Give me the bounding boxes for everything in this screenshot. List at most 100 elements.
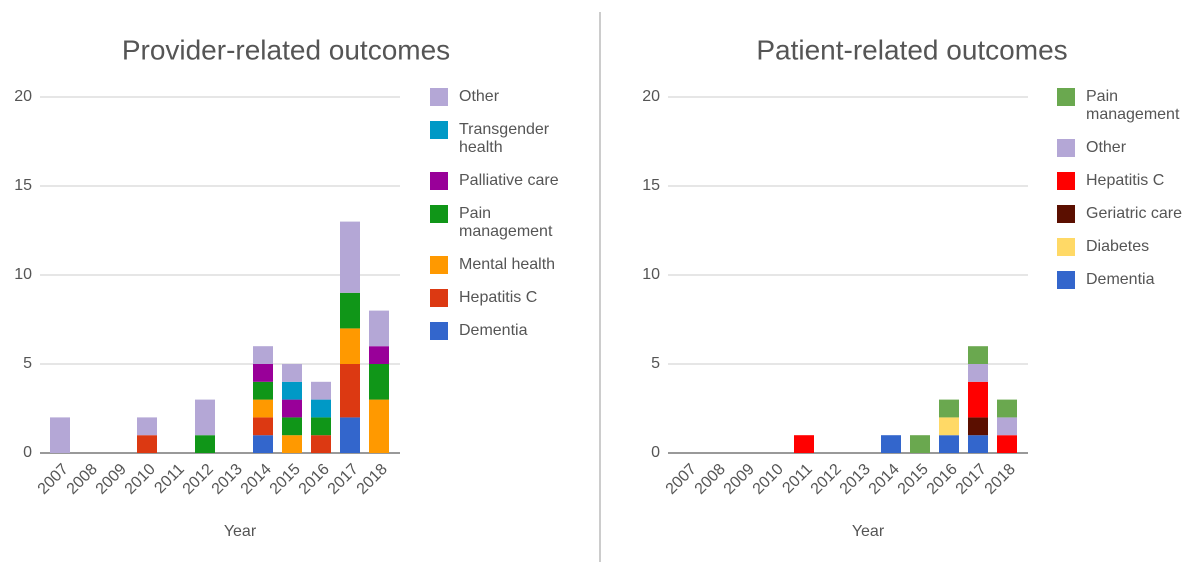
bar-segment [881,435,901,453]
bar-segment [282,435,302,453]
bar-segment [253,381,273,400]
x-tick-label: 2018 [982,461,1019,498]
legend-swatch [1057,205,1075,223]
bar-segment [340,221,360,293]
legend-swatch [430,322,448,340]
bar-segment [253,435,273,453]
x-tick-label: 2010 [750,461,787,498]
legend-swatch [1057,88,1075,106]
bar-segment [311,435,331,453]
bar-segment [137,435,157,453]
x-tick-label: 2014 [866,461,903,498]
x-tick-label: 2009 [721,461,758,498]
bar-segment [282,399,302,418]
bar-segment [939,435,959,453]
y-tick-label: 0 [651,444,660,461]
legend-swatch [430,289,448,307]
legend-label: Other [1086,139,1127,156]
legend-item: Pain management [1057,88,1194,124]
legend-label: Mental health [459,256,556,273]
bar-segment [968,364,988,382]
y-tick-label: 20 [642,88,660,105]
bar-segment [369,364,389,400]
bar-segment [910,435,930,453]
bar-segment [311,417,331,436]
x-tick-label: 2017 [953,461,990,498]
y-tick-label: 5 [23,355,32,372]
legend-item: Dementia [430,322,574,340]
bar-segment [282,364,302,382]
bar-segment [195,399,215,436]
legend-swatch [1057,271,1075,289]
legend-swatch [1057,139,1075,157]
bar-segment [997,435,1017,453]
chart-title: Patient-related outcomes [756,34,1067,65]
bar-segment [50,417,70,453]
x-tick-label: 2016 [924,461,961,498]
x-tick-label: 2008 [64,461,101,498]
legend-item: Transgender health [430,121,574,157]
x-tick-label: 2015 [895,461,932,498]
bar-segment [369,346,389,364]
x-tick-label: 2018 [354,461,391,498]
legend-swatch [430,256,448,274]
bar-segment [253,364,273,382]
legend-label: Pain management [1086,88,1180,123]
bar-segment [997,399,1017,418]
x-tick-label: 2011 [779,461,815,497]
bar-segment [939,399,959,418]
legend-label: Pain management [459,205,553,240]
legend-item: Hepatitis C [430,289,574,307]
bar-segment [968,435,988,453]
bar-segment [997,417,1017,436]
x-axis-label: Year [852,523,885,540]
legend-label: Hepatitis C [1086,172,1165,189]
x-tick-label: 2011 [151,461,187,497]
bar-segment [968,417,988,436]
bar-segment [253,346,273,364]
legend-swatch [430,172,448,190]
legend-item: Dementia [1057,271,1194,289]
x-tick-label: 2010 [122,461,159,498]
legend: Pain management Other Hepatitis C Geriatric… [1057,88,1194,289]
bar-segment [340,292,360,329]
x-tick-label: 2012 [808,461,845,498]
bar-segment [253,399,273,418]
x-tick-label: 2013 [837,461,874,498]
y-tick-label: 10 [14,266,32,283]
x-tick-label: 2014 [238,461,275,498]
x-tick-label: 2009 [93,461,130,498]
legend-label: Geriatric care [1086,205,1183,222]
legend-swatch [430,121,448,139]
y-tick-label: 10 [642,266,660,283]
legend-item: Pain management [430,205,574,241]
bar-segment [311,399,331,418]
bar-segment [968,381,988,418]
legend-swatch [1057,238,1075,256]
bar-segment [340,417,360,453]
legend-item: Diabetes [1057,238,1194,256]
legend-label: Dementia [459,322,528,339]
x-tick-label: 2007 [35,461,72,498]
legend-swatch [430,88,448,106]
x-tick-label: 2008 [692,461,729,498]
bar-segment [369,310,389,347]
y-tick-label: 20 [14,88,32,105]
x-tick-label: 2012 [180,461,217,498]
legend-swatch [430,205,448,223]
bar-segment [282,381,302,400]
bar-segment [311,381,331,400]
legend-item: Hepatitis C [1057,172,1194,190]
x-tick-label: 2013 [209,461,246,498]
y-tick-label: 0 [23,444,32,461]
y-tick-label: 15 [642,177,660,194]
legend-label: Diabetes [1086,238,1150,255]
legend-label: Other [459,88,500,105]
x-tick-label: 2017 [325,461,362,498]
bar-segment [195,435,215,453]
y-tick-label: 5 [651,355,660,372]
x-tick-label: 2016 [296,461,333,498]
legend-item: Other [1057,139,1194,157]
legend: Other Transgender health Palliative care Pa… [430,88,574,340]
